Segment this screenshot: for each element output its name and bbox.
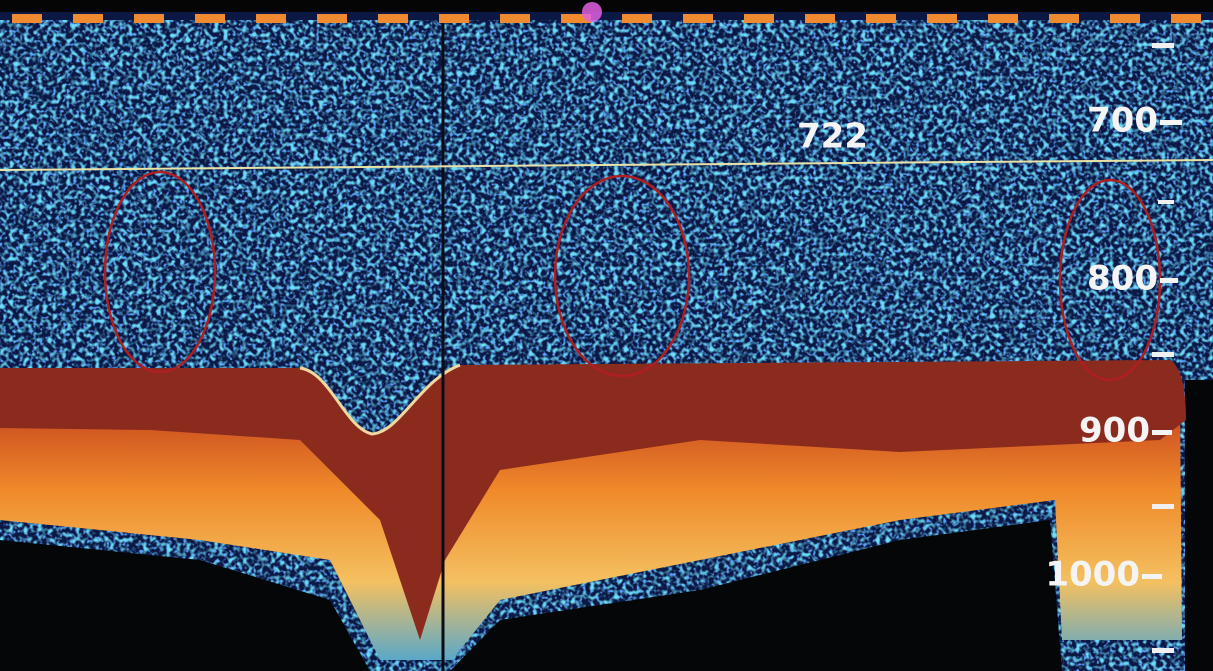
sonar-screen: 722 700 800 900 1000 <box>0 0 1213 671</box>
page: 722 700 800 900 1000 (() => { const data… <box>0 0 1213 671</box>
top-tick <box>805 14 835 23</box>
top-tick <box>1049 14 1079 23</box>
top-strip <box>0 0 1213 12</box>
cursor-depth: 722 <box>797 117 868 157</box>
top-tick <box>622 14 652 23</box>
top-tick <box>744 14 774 23</box>
top-tick <box>378 14 408 23</box>
top-tick <box>988 14 1018 23</box>
top-tick <box>1171 14 1201 23</box>
top-tick <box>866 14 896 23</box>
top-tick <box>317 14 347 23</box>
top-tick <box>439 14 469 23</box>
marker-dot <box>582 2 602 22</box>
top-tick <box>683 14 713 23</box>
depth-label: 700 <box>1087 101 1158 141</box>
top-tick <box>195 14 225 23</box>
depth-label: 900 <box>1079 411 1150 451</box>
top-tick <box>927 14 957 23</box>
top-tick <box>12 14 42 23</box>
top-tick <box>134 14 164 23</box>
top-tick <box>500 14 530 23</box>
shadow-edge <box>1185 380 1213 671</box>
top-tick <box>73 14 103 23</box>
depth-label: 1000 <box>1045 555 1140 595</box>
top-tick <box>1110 14 1140 23</box>
top-tick <box>256 14 286 23</box>
depth-label: 800 <box>1087 259 1158 299</box>
